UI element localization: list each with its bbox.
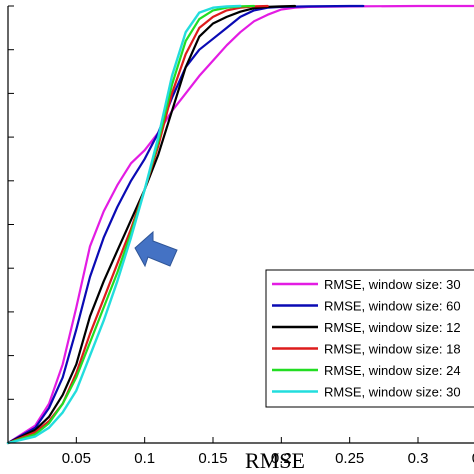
- series-layer: [6, 4, 474, 445]
- legend-label: RMSE, window size: 12: [324, 320, 461, 335]
- axes-layer: 0.05 0.1 0.15 0.2 0.25 0.3 0.35: [7, 5, 474, 467]
- x-tick-label: 0.3: [408, 450, 429, 467]
- series-line-3: [6, 4, 297, 445]
- x-axis-title: RMSE: [245, 448, 305, 473]
- x-tick-label: 0.15: [198, 450, 227, 467]
- legend-label: RMSE, window size: 24: [324, 363, 461, 378]
- annotation-arrow: [134, 230, 178, 268]
- x-tick-label: 0.25: [335, 450, 364, 467]
- x-tick-label: 0.1: [134, 450, 155, 467]
- x-tick-label: 0.05: [62, 450, 91, 467]
- series-line-6: [6, 4, 242, 445]
- legend: RMSE, window size: 30 RMSE, window size: …: [265, 269, 474, 408]
- legend-label: RMSE, window size: 30: [324, 385, 461, 400]
- legend-label: RMSE, window size: 18: [324, 342, 461, 357]
- legend-label: RMSE, window size: 30: [324, 277, 461, 292]
- x-tick-label: 0.2: [271, 450, 292, 467]
- x-tick-label: 0.35: [472, 450, 474, 467]
- annotation-layer: [134, 230, 178, 268]
- legend-box: [265, 269, 474, 408]
- legend-label: RMSE, window size: 60: [324, 299, 461, 314]
